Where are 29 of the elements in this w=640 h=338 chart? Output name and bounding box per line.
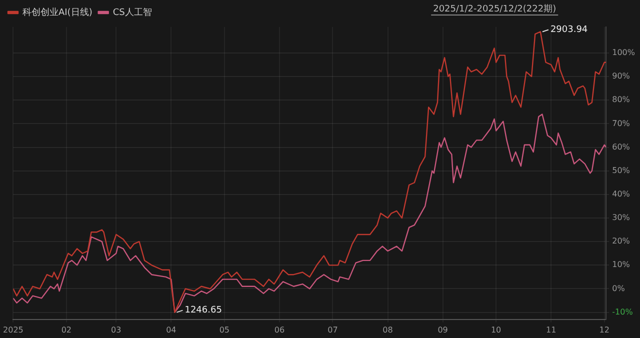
y-tick-label: 40% <box>612 190 630 198</box>
y-tick-label: 50% <box>612 166 630 175</box>
y-tick-label: 30% <box>612 213 630 222</box>
x-tick-label: 12 <box>599 325 610 334</box>
x-tick-label: 08 <box>382 325 393 334</box>
y-tick-label: 10% <box>612 260 630 270</box>
legend-label: 科创创业AI(日线) <box>22 6 92 18</box>
annotation: 2903.94 <box>550 25 588 36</box>
y-tick-label: 70% <box>612 118 630 128</box>
x-tick-label: 09 <box>438 325 448 334</box>
x-tick-label: 02 <box>61 325 72 334</box>
x-tick-label: 07 <box>328 325 338 334</box>
y-tick-label: 90% <box>612 72 630 81</box>
y-tick-label: 60% <box>612 142 630 152</box>
x-tick-label: 04 <box>166 325 176 334</box>
x-tick-label: 06 <box>274 325 285 334</box>
x-tick-label: 2025 <box>3 325 24 334</box>
x-tick-label: 05 <box>219 325 230 334</box>
y-tick-label: 0% <box>612 284 626 293</box>
x-tick-label: 03 <box>111 325 122 334</box>
x-tick-label: 11 <box>546 325 556 334</box>
x-tick-label: 10 <box>490 325 502 334</box>
annotation: 1246.65 <box>184 306 222 316</box>
y-tick-label: -10% <box>612 307 634 316</box>
legend-label: CS人工智 <box>112 6 152 18</box>
y-tick-label: 80% <box>612 95 630 104</box>
y-tick-label: 100% <box>612 48 636 58</box>
text: 2025/1/2-2025/12/2(222期) <box>433 3 556 14</box>
y-tick-label: 20% <box>612 236 630 246</box>
